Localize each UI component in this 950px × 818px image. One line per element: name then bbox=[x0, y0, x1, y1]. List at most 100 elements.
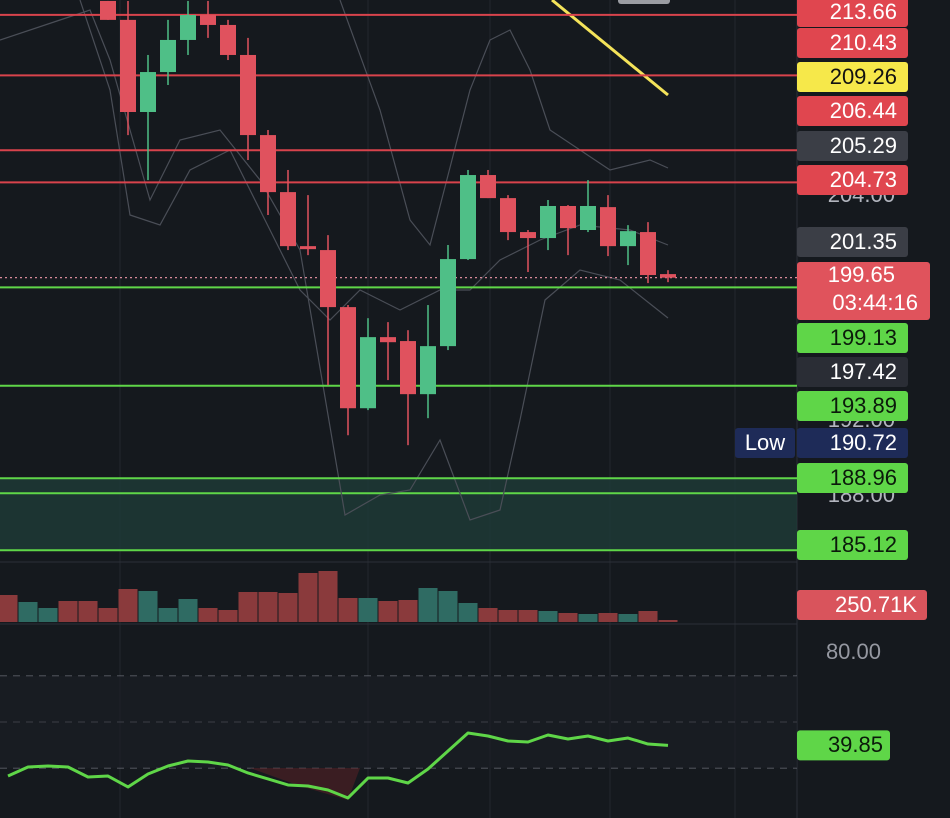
volume-bar bbox=[198, 608, 218, 622]
volume-bar bbox=[578, 614, 598, 622]
candle-body bbox=[440, 259, 456, 347]
volume-bar bbox=[38, 608, 58, 622]
candle-body bbox=[420, 346, 436, 395]
volume-bar bbox=[618, 614, 638, 622]
candle-body bbox=[660, 274, 676, 278]
price-label-box bbox=[797, 428, 908, 458]
volume-label: 250.71K bbox=[835, 592, 917, 617]
price-label: 199.65 bbox=[828, 262, 895, 287]
candle-body bbox=[520, 232, 536, 239]
price-label: 210.43 bbox=[830, 30, 897, 55]
candles bbox=[100, 0, 676, 446]
rsi-label-box bbox=[797, 730, 890, 761]
price-label: 204.73 bbox=[830, 167, 897, 192]
low-tag-box bbox=[735, 428, 795, 458]
price-label-box bbox=[797, 0, 908, 27]
price-label-box bbox=[797, 357, 908, 387]
rsi-label: 39.85 bbox=[828, 732, 883, 757]
price-label: 209.26 bbox=[830, 64, 897, 89]
candle-body bbox=[380, 337, 396, 343]
zone bbox=[0, 478, 797, 551]
volume-bar bbox=[378, 601, 398, 622]
candle-body bbox=[460, 175, 476, 260]
volume-bar bbox=[258, 592, 278, 622]
volume-bar bbox=[18, 602, 38, 622]
volume-bar bbox=[238, 592, 258, 622]
candle-body bbox=[540, 205, 556, 239]
candle-body bbox=[340, 307, 356, 409]
upper-band bbox=[339, 0, 669, 247]
volume-bar bbox=[418, 588, 438, 622]
volume-bar bbox=[538, 611, 558, 622]
candle-body bbox=[280, 192, 296, 247]
volume-bar bbox=[398, 600, 418, 622]
candle-body bbox=[580, 205, 596, 231]
volume-bar bbox=[658, 619, 678, 622]
candle-body bbox=[160, 39, 176, 73]
candle-body bbox=[640, 232, 656, 276]
volume-bar bbox=[358, 598, 378, 622]
price-label-box bbox=[797, 530, 908, 560]
volume-bar bbox=[458, 603, 478, 622]
candle-body bbox=[200, 15, 216, 25]
candle-body bbox=[100, 0, 116, 20]
volume-bar bbox=[338, 598, 358, 622]
candle-body bbox=[300, 246, 316, 250]
volume-bar bbox=[278, 593, 298, 622]
price-label: 185.12 bbox=[830, 532, 897, 557]
volume-bar bbox=[138, 591, 158, 622]
candle-body bbox=[400, 341, 416, 395]
price-label-box bbox=[797, 62, 908, 92]
candle-body bbox=[360, 337, 376, 409]
candle-body bbox=[600, 207, 616, 247]
price-label-box bbox=[797, 96, 908, 126]
price-lines bbox=[0, 13, 797, 552]
price-label: 190.72 bbox=[830, 430, 897, 455]
candle-body bbox=[180, 15, 196, 40]
countdown: 03:44:16 bbox=[832, 290, 918, 315]
rsi-tick-label: 80.00 bbox=[826, 639, 881, 664]
price-label-box bbox=[797, 463, 908, 493]
zone-layer bbox=[0, 478, 797, 551]
volume-bar bbox=[558, 613, 578, 622]
volume-bar bbox=[298, 573, 318, 622]
volume-bar bbox=[218, 610, 238, 622]
candle-body bbox=[260, 135, 276, 193]
rsi-band bbox=[0, 675, 797, 768]
price-label-box bbox=[797, 165, 908, 195]
low-tag: Low bbox=[745, 430, 785, 455]
candle-body bbox=[620, 231, 636, 247]
volume-bar bbox=[478, 608, 498, 622]
lower-band bbox=[0, 9, 669, 521]
candle-body bbox=[240, 54, 256, 136]
candle-body bbox=[140, 72, 156, 112]
candle-body bbox=[480, 175, 496, 199]
price-label: 206.44 bbox=[830, 98, 897, 123]
volume-bar bbox=[98, 608, 118, 622]
volume-bar bbox=[0, 595, 18, 622]
trend-line bbox=[551, 0, 669, 97]
price-label: 199.13 bbox=[830, 325, 897, 350]
price-label: 197.42 bbox=[830, 359, 897, 384]
volume-bar bbox=[518, 610, 538, 622]
volume-bar bbox=[78, 601, 98, 622]
price-label: 213.66 bbox=[830, 0, 897, 24]
price-label: 193.89 bbox=[830, 393, 897, 418]
rsi bbox=[0, 675, 797, 800]
candle-body bbox=[500, 198, 516, 233]
drawing-box bbox=[618, 0, 670, 4]
candle-body bbox=[120, 19, 136, 113]
price-label-box bbox=[797, 131, 908, 161]
volume bbox=[0, 571, 678, 622]
price-labels: 213.66 210.43 209.26 206.44 205.29 204.73 201.… bbox=[735, 0, 930, 761]
price-label: 205.29 bbox=[830, 133, 897, 158]
price-label-box bbox=[797, 28, 908, 58]
volume-bar bbox=[118, 589, 138, 622]
price-label-box bbox=[797, 262, 930, 320]
volume-bar bbox=[58, 601, 78, 622]
price-label: 188.96 bbox=[830, 465, 897, 490]
volume-bar bbox=[498, 610, 518, 622]
candle-body bbox=[320, 250, 336, 308]
